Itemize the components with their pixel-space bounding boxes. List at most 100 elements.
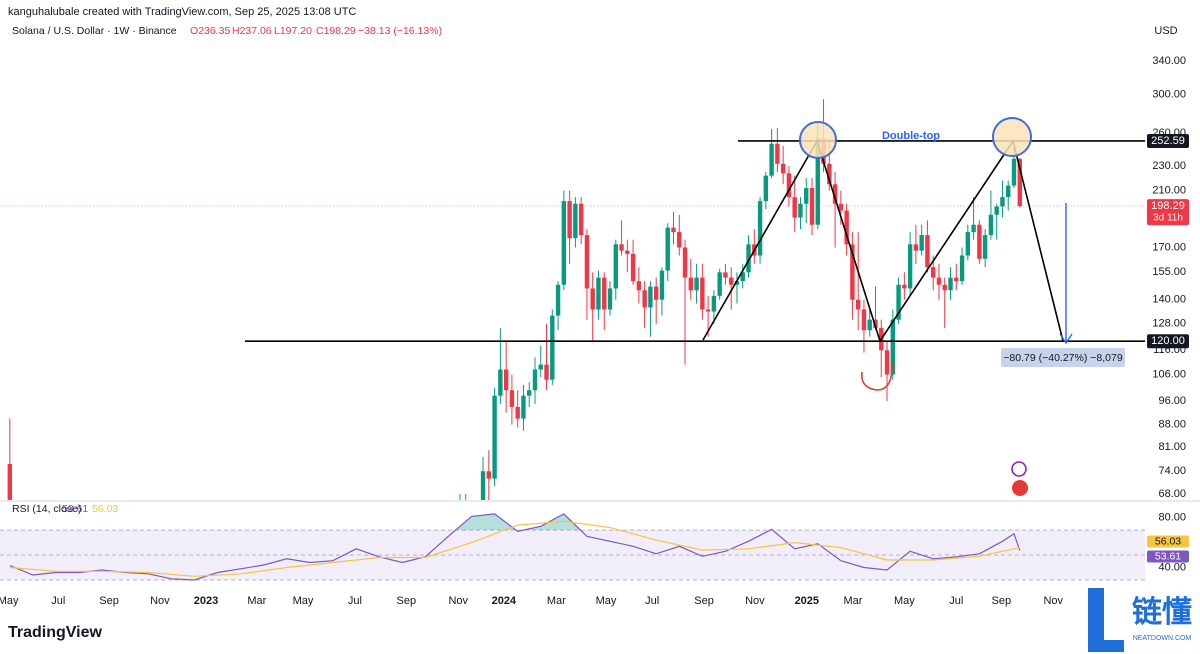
x-tick-label: 2024: [492, 595, 517, 607]
y-tick-label: 106.00: [1152, 368, 1186, 380]
ohlc-value: H237.06: [232, 25, 272, 37]
rsi-title: RSI (14, close): [12, 503, 81, 515]
x-tick-label: May: [0, 595, 19, 607]
candle-body: [596, 277, 601, 310]
candle-body: [682, 247, 688, 278]
pattern-label: Double-top: [882, 130, 940, 142]
candle-body: [884, 350, 890, 375]
candle-body: [492, 395, 497, 479]
candle-body: [913, 244, 919, 251]
candle-body: [567, 201, 572, 239]
event-icon: [1011, 461, 1027, 477]
candle-body: [700, 277, 705, 310]
candle-body: [613, 244, 618, 289]
candle-body: [827, 163, 832, 185]
candle-body: [746, 244, 751, 273]
candle-body: [694, 277, 699, 291]
candle-body: [717, 272, 722, 296]
x-tick-label: Sep: [694, 595, 714, 607]
candle-body: [498, 369, 503, 396]
rsi-line: [9, 513, 1021, 581]
candle-body: [602, 277, 607, 310]
candle-body: [573, 203, 578, 239]
candle-body: [769, 143, 774, 176]
y-tick-label: 140.00: [1152, 294, 1186, 306]
x-tick-label: Sep: [397, 595, 417, 607]
candle-body: [550, 315, 555, 380]
y-tick-label: 74.00: [1158, 465, 1186, 477]
candle-body: [544, 364, 549, 380]
level-label: 252.59: [1151, 135, 1185, 147]
candle-body: [925, 235, 930, 268]
ohlc-value: −38.13 (−16.13%): [358, 25, 442, 37]
rsi-tick-label: 80.00: [1158, 512, 1186, 524]
y-tick-label: 96.00: [1158, 395, 1186, 407]
candle-body: [653, 286, 659, 300]
candle-body: [936, 277, 942, 285]
level-tag: [1147, 334, 1189, 349]
candle-body: [561, 201, 567, 285]
y-tick-label: 210.00: [1152, 185, 1186, 197]
x-tick-label: Nov: [745, 595, 765, 607]
y-tick-label: 81.00: [1158, 441, 1186, 453]
candle-body: [792, 197, 797, 218]
candle-body: [1011, 158, 1017, 186]
credit: kanguhalubale created with TradingView.c…: [8, 6, 356, 18]
candle-body: [775, 143, 780, 164]
candle-body: [578, 203, 584, 236]
x-tick-label: Jul: [949, 595, 963, 607]
x-tick-label: Nov: [150, 595, 170, 607]
y-tick-label: 88.00: [1158, 419, 1186, 431]
measure-arrowhead: [1059, 333, 1073, 345]
candle-body: [832, 184, 838, 204]
x-tick-label: 2023: [194, 595, 218, 607]
last-price-label: 198.29: [1151, 200, 1185, 212]
candle-body: [982, 235, 988, 259]
rsi-legend-value: 53.61: [62, 503, 88, 515]
ohlc-value: O236.35: [190, 25, 230, 37]
y-tick-label: 300.00: [1152, 89, 1186, 101]
candle-body: [734, 281, 740, 285]
rsi-value-label: 53.61: [1155, 550, 1181, 562]
candle-body: [555, 284, 561, 316]
candle-body: [509, 390, 515, 407]
candle-body: [844, 210, 849, 245]
candle-body: [705, 309, 711, 312]
pattern-trendline: [702, 139, 1064, 343]
candle-body: [873, 319, 878, 329]
candle-body: [1006, 185, 1011, 198]
top-circle: [992, 117, 1032, 157]
candle-body: [890, 319, 895, 375]
candle-body: [648, 286, 653, 308]
candle-body: [521, 395, 526, 419]
candle-body: [838, 203, 844, 211]
candle-body: [965, 232, 971, 256]
y-tick-label: 170.00: [1152, 241, 1186, 253]
x-tick-label: Sep: [99, 595, 119, 607]
candle-body: [1000, 197, 1005, 207]
candle-body: [480, 471, 486, 500]
candle-body: [503, 369, 509, 391]
candle-body: [959, 255, 965, 282]
currency: USD: [1154, 25, 1177, 37]
candle-body: [671, 227, 676, 233]
candle-body: [815, 138, 820, 225]
level-label: 120.00: [1151, 335, 1185, 347]
candle-body: [630, 253, 636, 282]
measure-label: −80.79 (−40.27%) −8,079: [1003, 352, 1123, 364]
candle-body: [729, 277, 734, 285]
candle-body: [902, 284, 907, 289]
rsi-value-label: 56.03: [1155, 535, 1181, 547]
candle-body: [919, 235, 924, 251]
x-tick-label: Jul: [51, 595, 65, 607]
candle-body: [642, 290, 647, 308]
x-tick-label: Sep: [992, 595, 1012, 607]
watermark: 链懂: [1132, 595, 1192, 629]
candle-body: [809, 188, 815, 225]
x-tick-label: Jul: [348, 595, 362, 607]
candle-body: [486, 471, 492, 479]
bottom-mark: [860, 362, 893, 391]
candle-body: [804, 188, 809, 204]
measure-box: [1001, 348, 1125, 367]
